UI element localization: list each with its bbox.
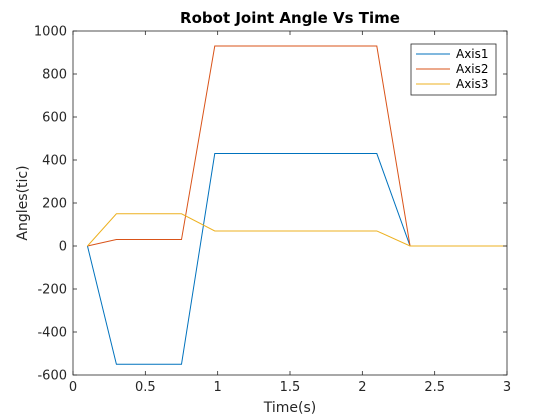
- y-tick-label: 1000: [34, 25, 67, 40]
- y-tick-label: 200: [42, 197, 67, 212]
- legend-label-axis2: Axis2: [456, 62, 489, 76]
- y-tick-label: -400: [37, 326, 67, 341]
- y-tick-label: 800: [42, 68, 67, 83]
- chart-title: Robot Joint Angle Vs Time: [180, 9, 400, 27]
- y-tick-label: 600: [42, 111, 67, 126]
- y-axis-label: Angles(tic): [15, 165, 31, 240]
- axes-layer: 0 0.5 1 1.5 2 2.5 3 -600 -400 -200 0 200 400 600 800 10…: [34, 25, 511, 396]
- x-tick-label: 1.5: [280, 380, 301, 395]
- x-tick-label: 0: [69, 380, 77, 395]
- series-line-axis3: [87, 213, 507, 247]
- y-tick-label: 400: [42, 154, 67, 169]
- x-tick-label: 1: [214, 380, 222, 395]
- legend-label-axis3: Axis3: [456, 77, 489, 91]
- legend-label-axis1: Axis1: [456, 47, 489, 61]
- y-tick-label: -600: [37, 369, 67, 384]
- x-tick-label: 2: [358, 380, 366, 395]
- x-tick-label: 2.5: [424, 380, 445, 395]
- y-tick-label: -200: [37, 283, 67, 298]
- y-tick-label: 0: [59, 240, 67, 255]
- x-axis-label: Time(s): [263, 400, 316, 416]
- x-tick-label: 3: [503, 380, 511, 395]
- series-layer: [86, 45, 507, 365]
- x-tick-label: 0.5: [135, 380, 156, 395]
